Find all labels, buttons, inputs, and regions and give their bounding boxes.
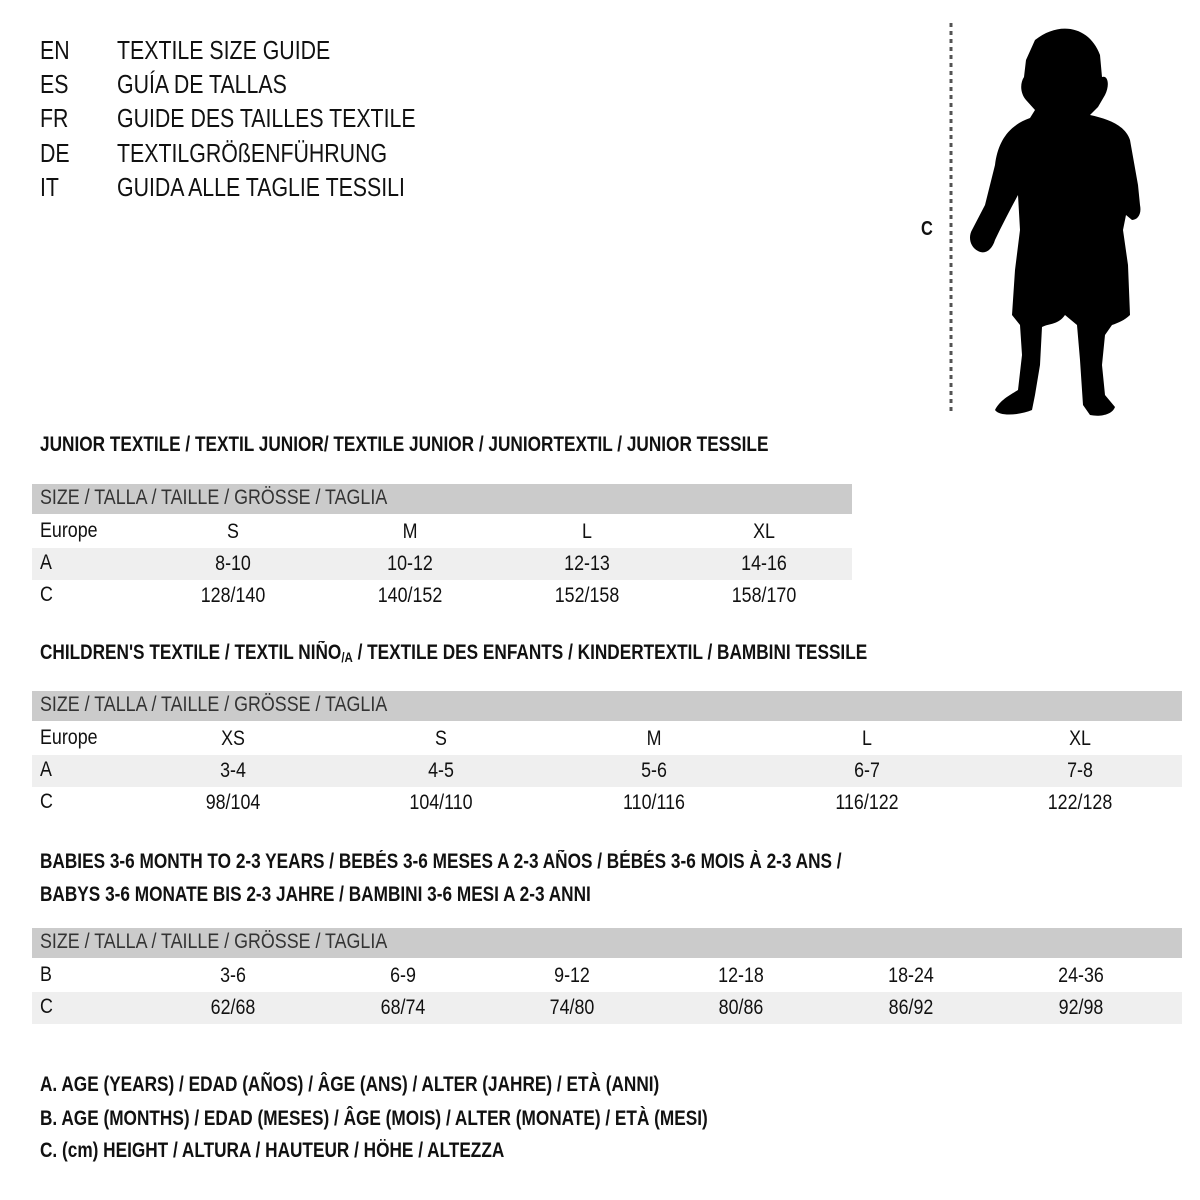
title-line: GUIDA ALLE TAGLIE TESSILI: [117, 172, 405, 202]
table-row: C 128/140 140/152 152/158 158/170: [32, 580, 852, 612]
cell: L: [862, 727, 872, 750]
cell: 3-4: [220, 759, 246, 782]
lang-code: FR: [40, 103, 69, 133]
cell: 62/68: [210, 996, 256, 1019]
cell: 10-12: [387, 552, 433, 575]
cell: XL: [753, 520, 775, 543]
cell: 14-16: [741, 552, 787, 575]
cell: 3-6: [220, 964, 246, 987]
header-label: SIZE / TALLA / TAILLE / GRÖSSE / TAGLIA: [40, 693, 388, 716]
table-row: C 98/104 104/110 110/116 116/122 122/128: [32, 787, 1182, 819]
table-row: A 3-4 4-5 5-6 6-7 7-8: [32, 755, 1182, 787]
children-size-table: SIZE / TALLA / TAILLE / GRÖSSE / TAGLIA …: [32, 691, 1182, 819]
title-line: TEXTILGRÖßENFÜHRUNG: [117, 138, 388, 168]
cell: 104/110: [409, 791, 473, 814]
cell: 86/92: [888, 996, 934, 1019]
row-label: C: [40, 790, 53, 813]
cell: S: [435, 727, 447, 750]
cell: XL: [1069, 727, 1091, 750]
cell: 24-36: [1058, 964, 1104, 987]
cell: M: [646, 727, 662, 750]
lang-code: EN: [40, 35, 70, 65]
row-label: A: [40, 551, 52, 574]
cell: 116/122: [835, 791, 899, 814]
child-silhouette-icon: [949, 23, 1141, 416]
title-line: GUIDE DES TAILLES TEXTILE: [117, 103, 416, 133]
legend-b: B. AGE (MONTHS) / EDAD (MESES) / ÂGE (MO…: [40, 1107, 708, 1130]
babies-heading-line-2: BABYS 3-6 MONATE BIS 2-3 JAHRE / BAMBINI…: [40, 883, 591, 906]
heading-text: CHILDREN'S TEXTILE / TEXTIL NIÑO: [40, 641, 342, 664]
babies-heading-line-1: BABIES 3-6 MONTH TO 2-3 YEARS / BEBÉS 3-…: [40, 850, 842, 873]
heading-subscript: /A: [341, 649, 353, 665]
legend-c: C. (cm) HEIGHT / ALTURA / HAUTEUR / HÖHE…: [40, 1139, 505, 1162]
row-label: Europe: [40, 726, 98, 749]
header-label: SIZE / TALLA / TAILLE / GRÖSSE / TAGLIA: [40, 930, 388, 953]
row-label: C: [40, 583, 53, 606]
cell: 4-5: [428, 759, 454, 782]
cell: M: [402, 520, 418, 543]
junior-heading: JUNIOR TEXTILE / TEXTIL JUNIOR/ TEXTILE …: [40, 433, 769, 456]
cell: 140/152: [377, 584, 443, 607]
cell: 9-12: [554, 964, 590, 987]
row-label: C: [40, 995, 53, 1018]
lang-code: DE: [40, 138, 70, 168]
cell: 12-13: [564, 552, 610, 575]
cell: 158/170: [731, 584, 797, 607]
cell: 152/158: [554, 584, 620, 607]
row-label: Europe: [40, 519, 98, 542]
cell: 18-24: [888, 964, 934, 987]
table-row: C 62/68 68/74 74/80 80/86 86/92 92/98: [32, 992, 1182, 1024]
row-label: A: [40, 758, 52, 781]
cell: L: [582, 520, 592, 543]
cell: 80/86: [718, 996, 764, 1019]
cell: XS: [221, 727, 245, 750]
cell: 7-8: [1067, 759, 1093, 782]
measure-label: C: [921, 218, 933, 240]
lang-code: IT: [40, 172, 59, 202]
cell: 8-10: [215, 552, 251, 575]
legend-a: A. AGE (YEARS) / EDAD (AÑOS) / ÂGE (ANS)…: [40, 1073, 660, 1096]
cell: 128/140: [200, 584, 266, 607]
cell: 92/98: [1058, 996, 1104, 1019]
table-row: Europe S M L XL: [32, 516, 852, 548]
junior-size-table: SIZE / TALLA / TAILLE / GRÖSSE / TAGLIA …: [32, 484, 852, 612]
lang-code: ES: [40, 69, 69, 99]
heading-text: / TEXTILE DES ENFANTS / KINDERTEXTIL / B…: [352, 641, 868, 664]
cell: 5-6: [641, 759, 667, 782]
cell: 6-9: [390, 964, 416, 987]
cell: 68/74: [380, 996, 426, 1019]
title-line: TEXTILE SIZE GUIDE: [117, 35, 331, 65]
table-header-row: SIZE / TALLA / TAILLE / GRÖSSE / TAGLIA: [32, 484, 852, 514]
cell: 110/116: [623, 791, 685, 814]
cell: 122/128: [1047, 791, 1113, 814]
table-row: Europe XS S M L XL: [32, 723, 1182, 755]
title-line: GUÍA DE TALLAS: [117, 69, 287, 99]
table-row: B 3-6 6-9 9-12 12-18 18-24 24-36: [32, 960, 1182, 992]
table-header-row: SIZE / TALLA / TAILLE / GRÖSSE / TAGLIA: [32, 691, 1182, 721]
cell: 98/104: [205, 791, 261, 814]
header-label: SIZE / TALLA / TAILLE / GRÖSSE / TAGLIA: [40, 486, 388, 509]
table-row: A 8-10 10-12 12-13 14-16: [32, 548, 852, 580]
cell: 74/80: [549, 996, 595, 1019]
children-heading: CHILDREN'S TEXTILE / TEXTIL NIÑO/A / TEX…: [40, 641, 867, 665]
cell: 12-18: [718, 964, 764, 987]
cell: S: [227, 520, 239, 543]
table-header-row: SIZE / TALLA / TAILLE / GRÖSSE / TAGLIA: [32, 928, 1182, 958]
row-label: B: [40, 963, 52, 986]
babies-size-table: SIZE / TALLA / TAILLE / GRÖSSE / TAGLIA …: [32, 928, 1182, 1024]
cell: 6-7: [854, 759, 880, 782]
